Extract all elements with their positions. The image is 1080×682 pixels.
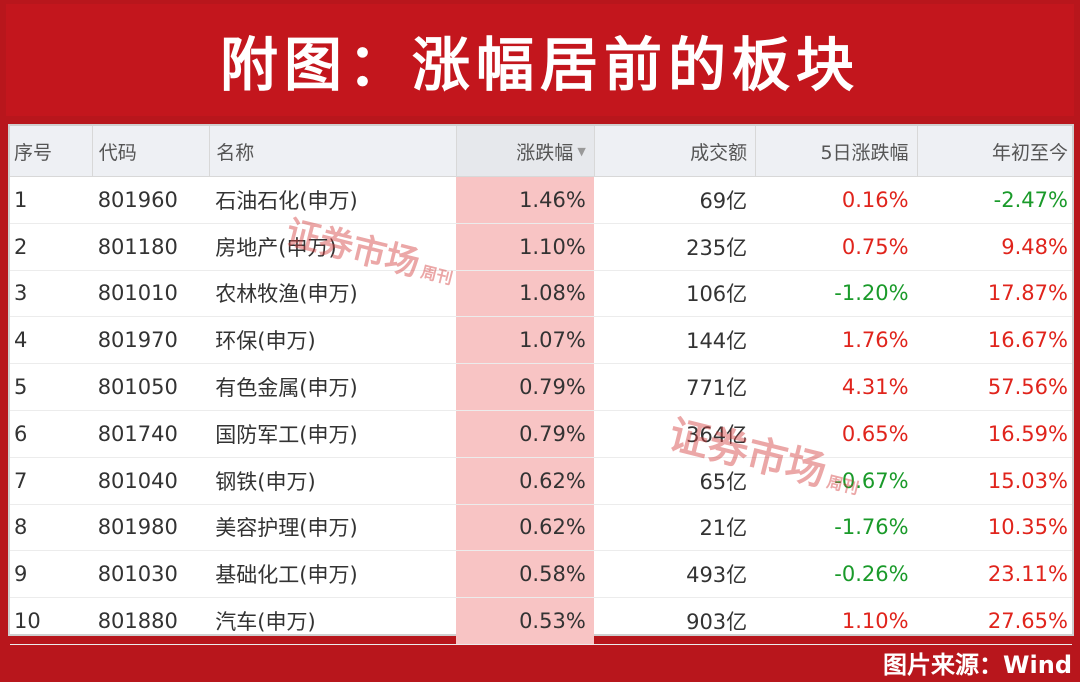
table-row[interactable]: 4 801970 环保(申万) 1.07% 144亿 1.76% 16.67% [10,317,1072,365]
table-row[interactable]: 5 801050 有色金属(申万) 0.79% 771亿 4.31% 57.56% [10,364,1072,411]
row-ytd: 23.11% [987,562,1068,587]
row-ytd: 57.56% [987,375,1068,400]
row-code: 801740 [97,421,178,446]
page-title: 附图：涨幅居前的板块 [219,31,860,99]
row-5day-change: 0.65% [841,421,909,446]
title-banner: 附图：涨幅居前的板块 [6,4,1074,116]
row-seq: 6 [14,421,28,446]
row-5day-change: -0.67% [834,468,909,493]
row-name: 基础化工(申万) [215,563,358,588]
row-code: 801010 [97,281,178,306]
row-amount: 65亿 [699,469,748,494]
row-amount: 364亿 [686,422,748,447]
row-name: 农林牧渔(申万) [215,282,358,307]
row-code: 801980 [97,515,178,540]
row-ytd: 10.35% [987,515,1068,540]
row-change: 1.10% [456,223,594,270]
row-change: 1.07% [456,317,594,364]
row-seq: 4 [14,328,28,353]
table-row[interactable]: 6 801740 国防军工(申万) 0.79% 364亿 0.65% 16.59% [10,410,1072,458]
row-ytd: -2.47% [993,187,1068,212]
row-change: 0.79% [456,364,594,410]
source-credit: 图片来源：Wind [883,650,1072,679]
row-amount: 493亿 [686,563,748,588]
row-5day-change: 0.16% [841,187,909,212]
sort-desc-icon[interactable]: ▼ [577,144,586,158]
row-seq: 10 [14,609,41,634]
row-seq: 7 [14,468,28,493]
row-seq: 3 [14,281,28,306]
table-row[interactable]: 7 801040 钢铁(申万) 0.62% 65亿 -0.67% 15.03% [10,457,1072,505]
row-code: 801040 [97,468,178,493]
row-ytd: 16.59% [987,421,1068,446]
row-5day-change: -1.20% [834,281,909,306]
sector-table: 序号 代码 名称 涨跌幅 ▼ 成交额 5日涨跌幅 年初至今 1 801960 石油石… [8,124,1074,645]
row-code: 801030 [97,562,178,587]
header-5day-change[interactable]: 5日涨跌幅 [755,126,916,176]
table-row[interactable]: 1 801960 石油石化(申万) 1.46% 69亿 0.16% -2.47% [10,177,1072,224]
row-5day-change: 0.75% [841,234,909,259]
row-seq: 2 [14,234,28,259]
row-code: 801970 [97,328,178,353]
row-change: 0.58% [456,551,594,598]
row-code: 801960 [97,187,178,212]
header-change[interactable]: 涨跌幅 ▼ [456,126,594,176]
row-change: 1.08% [456,270,594,317]
header-change-label: 涨跌幅 [516,141,574,164]
table-row[interactable]: 10 801880 汽车(申万) 0.53% 903亿 1.10% 27.65% [10,598,1072,645]
row-name: 环保(申万) [215,329,316,354]
row-amount: 235亿 [686,235,748,260]
header-name[interactable]: 名称 [209,126,456,176]
row-change: 0.62% [456,457,594,504]
table-header: 序号 代码 名称 涨跌幅 ▼ 成交额 5日涨跌幅 年初至今 [10,126,1072,177]
table-body: 1 801960 石油石化(申万) 1.46% 69亿 0.16% -2.47% 2 80118… [10,177,1072,645]
table-row[interactable]: 2 801180 房地产(申万) 1.10% 235亿 0.75% 9.48% [10,223,1072,271]
row-ytd: 9.48% [1001,234,1068,259]
table-row[interactable]: 8 801980 美容护理(申万) 0.62% 21亿 -1.76% 10.35% [10,504,1072,552]
row-name: 石油石化(申万) [215,188,358,213]
row-name: 汽车(申万) [215,610,316,635]
row-ytd: 15.03% [987,468,1068,493]
row-name: 房地产(申万) [215,235,337,260]
row-code: 801180 [97,234,178,259]
row-5day-change: -1.76% [834,515,909,540]
row-change: 0.79% [456,410,594,457]
header-code[interactable]: 代码 [91,126,210,176]
row-seq: 8 [14,515,28,540]
row-5day-change: 4.31% [841,375,909,400]
row-amount: 106亿 [686,282,748,307]
header-ytd[interactable]: 年初至今 [916,126,1072,176]
row-amount: 144亿 [686,329,748,354]
table-row[interactable]: 9 801030 基础化工(申万) 0.58% 493亿 -0.26% 23.11% [10,551,1072,599]
row-name: 有色金属(申万) [215,376,358,401]
row-seq: 9 [14,562,28,587]
row-ytd: 17.87% [987,281,1068,306]
row-change: 0.62% [456,504,594,551]
row-5day-change: 1.10% [841,609,909,634]
row-5day-change: -0.26% [834,562,909,587]
row-name: 美容护理(申万) [215,516,358,541]
row-seq: 1 [14,187,28,212]
row-amount: 69亿 [699,188,748,213]
row-name: 国防军工(申万) [215,422,358,447]
row-code: 801880 [97,609,178,634]
table-row[interactable]: 3 801010 农林牧渔(申万) 1.08% 106亿 -1.20% 17.87% [10,270,1072,318]
row-amount: 903亿 [686,610,748,635]
row-ytd: 27.65% [987,609,1068,634]
row-change: 1.46% [456,177,594,223]
footer: 图片来源：Wind [0,642,1080,682]
row-seq: 5 [14,375,28,400]
header-amount[interactable]: 成交额 [593,126,755,176]
row-name: 钢铁(申万) [215,469,316,494]
row-change: 0.53% [456,598,594,644]
row-code: 801050 [97,375,178,400]
row-5day-change: 1.76% [841,328,909,353]
row-amount: 771亿 [686,376,748,401]
header-seq[interactable]: 序号 [14,141,53,164]
row-ytd: 16.67% [987,328,1068,353]
row-amount: 21亿 [699,516,748,541]
